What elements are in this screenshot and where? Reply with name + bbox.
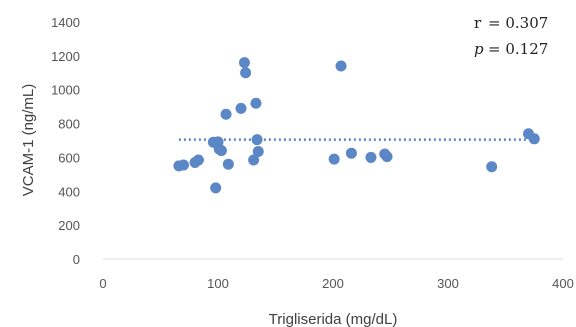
- x-axis-title: Trigliserida (mg/dL): [269, 311, 398, 327]
- data-point: [328, 153, 340, 165]
- data-point: [240, 67, 252, 79]
- data-point: [251, 134, 263, 146]
- x-tick-label: 300: [437, 276, 459, 291]
- data-point: [335, 60, 347, 72]
- data-point: [381, 151, 393, 163]
- p-stat-label: p: [474, 40, 484, 58]
- data-point: [220, 108, 232, 120]
- data-point: [210, 182, 222, 194]
- data-point: [252, 146, 264, 158]
- data-point: [178, 159, 189, 171]
- x-tick-label: 0: [99, 276, 106, 291]
- p-stat-value: = 0.127: [488, 40, 548, 58]
- data-point: [250, 97, 262, 109]
- y-tick-label: 800: [58, 117, 80, 132]
- data-point: [528, 133, 540, 145]
- y-tick-label: 0: [73, 252, 80, 267]
- y-tick-label: 400: [58, 184, 80, 199]
- data-point: [238, 57, 250, 69]
- y-tick-label: 1200: [51, 49, 80, 64]
- data-point: [222, 158, 234, 170]
- data-point: [486, 161, 498, 173]
- y-axis-title: VCAM-1 (ng/mL): [20, 84, 37, 197]
- r-stat-value: = 0.307: [488, 14, 548, 32]
- y-tick-label: 200: [58, 218, 80, 233]
- data-point: [215, 145, 227, 157]
- x-tick-labels: 0 100 200 300 400: [99, 276, 573, 291]
- data-points: [173, 57, 540, 194]
- y-tick-labels: 0 200 400 600 800 1000 1200 1400: [51, 15, 80, 267]
- y-tick-label: 1000: [51, 83, 80, 98]
- x-tick-label: 400: [552, 276, 574, 291]
- data-point: [235, 102, 247, 114]
- data-point: [192, 154, 204, 166]
- y-tick-label: 1400: [51, 15, 80, 30]
- x-tick-label: 200: [322, 276, 344, 291]
- r-stat-label: r: [474, 14, 482, 32]
- data-point: [248, 154, 260, 166]
- x-tick-label: 100: [207, 276, 229, 291]
- data-point: [345, 147, 357, 159]
- data-point: [365, 151, 377, 163]
- y-tick-label: 600: [58, 150, 80, 165]
